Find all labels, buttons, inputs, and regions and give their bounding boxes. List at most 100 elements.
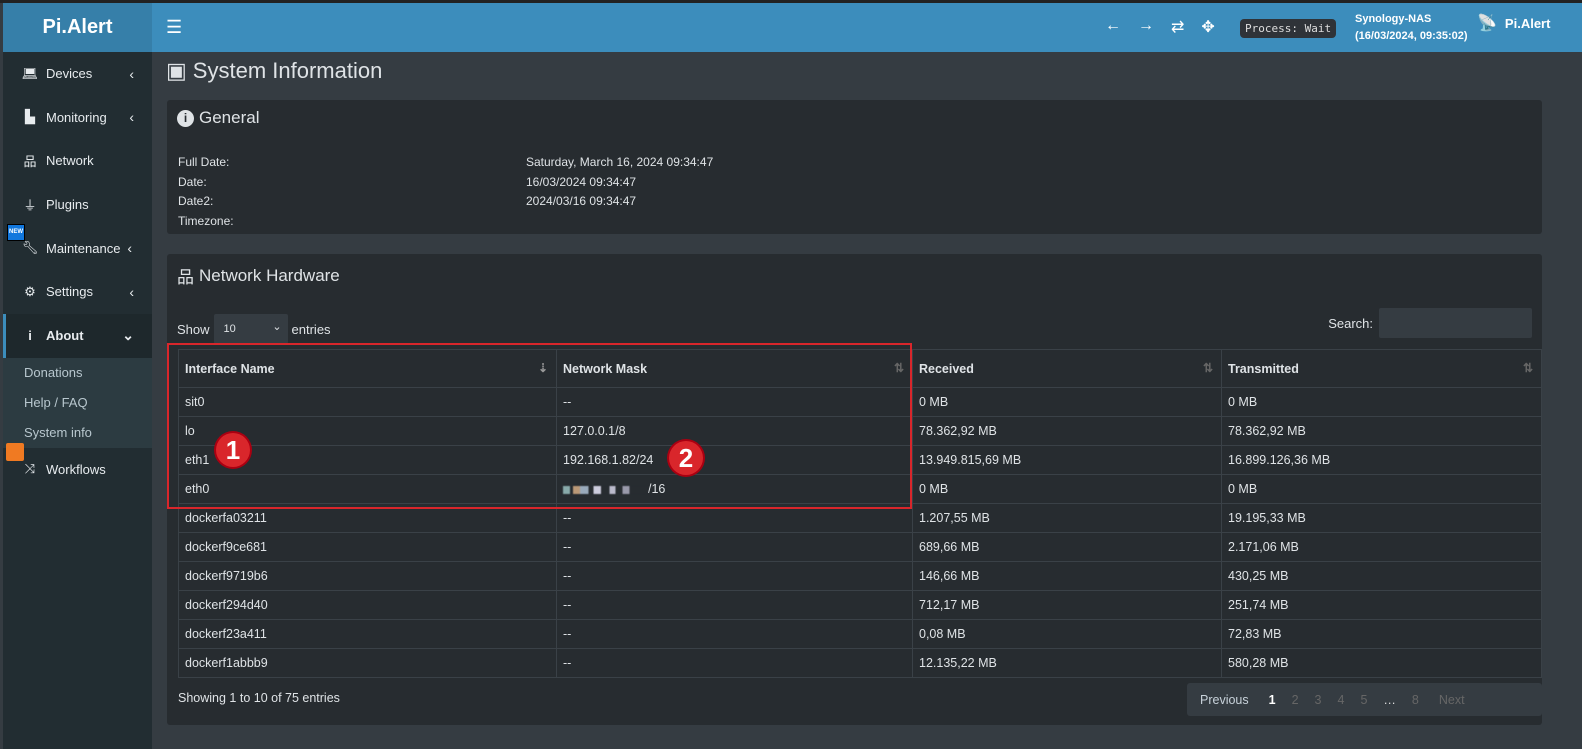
page-length-value: 10 (223, 323, 236, 335)
table-cell: dockerf9ce681 (178, 532, 557, 562)
sidebar-item-workflows[interactable]: ⤨ Workflows (3, 448, 152, 492)
move-arrows-icon[interactable]: ✥ (1201, 19, 1215, 36)
table-cell: 2.171,06 MB (1221, 532, 1542, 562)
table-cell: /16 (556, 474, 913, 504)
table-cell: 19.195,33 MB (1221, 503, 1542, 533)
page-button[interactable]: 8 (1411, 692, 1419, 707)
page-button[interactable]: 3 (1314, 692, 1322, 707)
table-cell: 0,08 MB (912, 619, 1222, 649)
cell-text: eth0 (185, 482, 210, 496)
back-arrow-icon[interactable]: ← (1105, 17, 1121, 34)
sidebar-item-network[interactable]: 品 Network (3, 139, 152, 183)
sidebar-item-devices[interactable]: 💻︎ Devices ‹ (3, 52, 152, 96)
gear-icon: ⚙ (24, 283, 36, 299)
sidebar: 💻︎ Devices ‹ ▙ Monitoring ‹ 品 Network ⏚ Plugin… (3, 52, 152, 749)
column-received[interactable]: Received ⇅ (912, 349, 1222, 388)
table-cell: 146,66 MB (912, 561, 1222, 591)
network-table: Interface Name ⇣ Network Mask ⇅ Received ⇅ … (178, 349, 1542, 678)
table-row[interactable]: dockerf9ce681 -- 689,66 MB 2.171,06 MB (178, 532, 1542, 562)
table-row[interactable]: eth1 192.168.1.82/24 13.949.815,69 MB 16.89… (178, 445, 1542, 475)
info-key: Full Date: (178, 155, 230, 169)
page-title-text: System Information (192, 58, 383, 83)
sidebar-item-maintenance[interactable]: 🔧︎ Maintenance ‹ (3, 226, 152, 270)
sort-desc-icon: ⇣ (537, 361, 548, 375)
table-cell: 0 MB (912, 474, 1222, 504)
table-row[interactable]: dockerfa03211 -- 1.207,55 MB 19.195,33 MB (178, 503, 1542, 533)
show-label: Show (177, 321, 210, 337)
previous-button[interactable]: Previous (1200, 692, 1249, 707)
page-button: … (1383, 692, 1396, 707)
cell-text: 0 MB (919, 482, 949, 496)
next-button[interactable]: Next (1438, 692, 1465, 707)
cell-text: 430,25 MB (1228, 569, 1289, 583)
sidebar-label: Network (46, 153, 94, 169)
user-menu[interactable]: 📡 Pi.Alert (1477, 13, 1550, 33)
info-value: 16/03/2024 09:34:47 (526, 174, 637, 189)
sidebar-label: Plugins (46, 197, 89, 213)
forward-arrow-icon[interactable]: → (1138, 17, 1154, 34)
cell-text: -- (563, 627, 572, 641)
table-cell: 78.362,92 MB (912, 416, 1222, 446)
sidebar-label: Settings (46, 284, 93, 300)
safety-vest-icon (6, 443, 24, 461)
sidebar-item-monitoring[interactable]: ▙ Monitoring ‹ (3, 96, 152, 140)
search-input[interactable] (1379, 308, 1532, 338)
reload-icon[interactable]: ⇄ (1171, 19, 1185, 36)
cell-text: 192.168.1.82/24 (563, 453, 654, 467)
cell-text: 19.195,33 MB (1228, 511, 1306, 525)
sidebar-item-about[interactable]: i About ⌄ (3, 313, 152, 358)
router-icon: 📡 (1477, 15, 1497, 32)
sidebar-label: Devices (46, 66, 93, 82)
table-row[interactable]: dockerf23a411 -- 0,08 MB 72,83 MB (178, 619, 1542, 649)
sidebar-item-plugins[interactable]: ⏚ Plugins (3, 183, 152, 227)
app-logo[interactable]: Pi.Alert (3, 3, 152, 52)
page-length-select[interactable]: 10 ⌄ (213, 314, 288, 344)
column-network-mask[interactable]: Network Mask ⇅ (556, 349, 913, 388)
pagination: Previous 1 2 3 4 5 … 8 Next (1187, 683, 1542, 716)
sidebar-item-settings[interactable]: ⚙ Settings ‹ (3, 270, 152, 314)
column-label: Interface Name (185, 361, 275, 376)
chevron-down-icon: ⌄ (272, 321, 282, 333)
sidebar-subitem-donations[interactable]: Donations (24, 364, 83, 380)
page-button[interactable]: 1 (1268, 692, 1276, 707)
table-cell: 0 MB (912, 387, 1222, 417)
table-row[interactable]: dockerf9719b6 -- 146,66 MB 430,25 MB (178, 561, 1542, 591)
table-row[interactable]: lo 127.0.0.1/8 78.362,92 MB 78.362,92 MB (178, 416, 1542, 446)
column-label: Received (919, 361, 974, 376)
annotation-number: 2 (669, 441, 703, 475)
table-cell: 192.168.1.82/24 (556, 445, 913, 475)
cell-text: dockerf9ce681 (185, 540, 268, 554)
page-button[interactable]: 2 (1291, 692, 1299, 707)
table-row[interactable]: dockerf294d40 -- 712,17 MB 251,74 MB (178, 590, 1542, 620)
column-interface-name[interactable]: Interface Name ⇣ (178, 349, 557, 388)
cell-text: 1.207,55 MB (919, 511, 990, 525)
table-row[interactable]: sit0 -- 0 MB 0 MB (178, 387, 1542, 417)
table-row[interactable]: eth0/16 0 MB 0 MB (178, 474, 1542, 504)
wrench-icon: 🔧︎ (21, 240, 39, 256)
table-cell: 580,28 MB (1221, 648, 1542, 678)
cpu-icon: ▣ (166, 58, 187, 83)
menu-toggle-icon[interactable]: ☰ (166, 17, 183, 37)
page-length-control: Show 10 ⌄ entries (177, 314, 331, 344)
page-button[interactable]: 5 (1360, 692, 1368, 707)
table-row[interactable]: dockerf1abbb9 -- 12.135,22 MB 580,28 MB (178, 648, 1542, 678)
redacted-ip (563, 485, 648, 494)
cell-text: 78.362,92 MB (1228, 424, 1306, 438)
table-cell: sit0 (178, 387, 557, 417)
cell-text: 689,66 MB (919, 540, 980, 554)
cell-text: -- (563, 511, 572, 525)
sidebar-subitem-system-info[interactable]: System info (24, 424, 92, 440)
sidebar-subitem-help[interactable]: Help / FAQ (24, 394, 88, 410)
info-key: Date2: (178, 194, 214, 209)
network-icon: 品 (23, 154, 37, 170)
cell-text: /16 (648, 482, 666, 496)
table-cell: 251,74 MB (1221, 590, 1542, 620)
new-badge: NEW (7, 224, 25, 241)
cell-text: 251,74 MB (1228, 598, 1289, 612)
process-status: Process: Wait (1240, 19, 1337, 38)
table-cell: 16.899.126,36 MB (1221, 445, 1542, 475)
chevron-left-icon: ‹ (129, 109, 134, 126)
page-button[interactable]: 4 (1337, 692, 1345, 707)
column-transmitted[interactable]: Transmitted ⇅ (1221, 349, 1542, 388)
cell-text: 16.899.126,36 MB (1228, 453, 1331, 467)
